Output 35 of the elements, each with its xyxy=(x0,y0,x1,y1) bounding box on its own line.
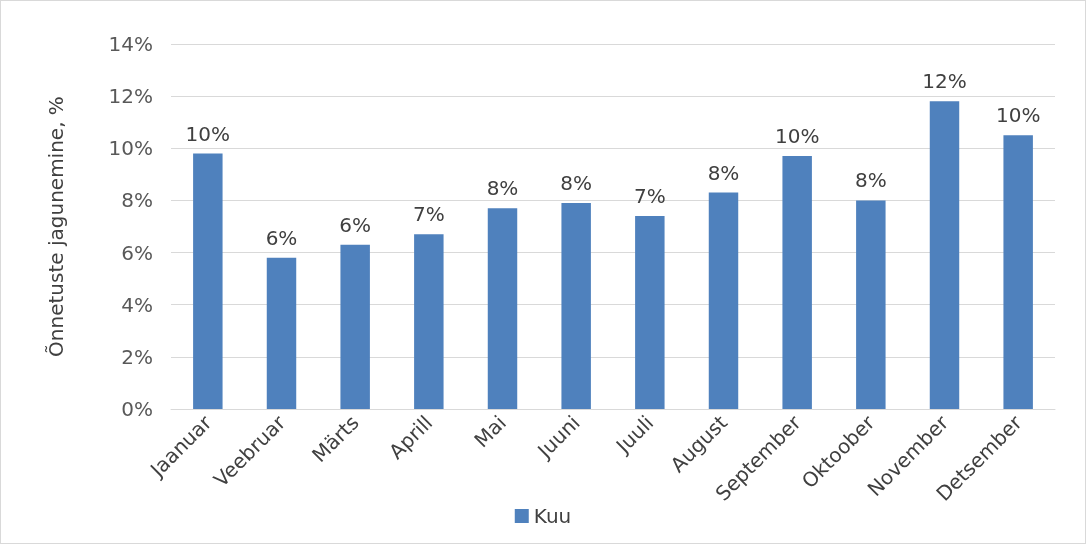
y-tick-label: 10% xyxy=(108,136,153,161)
data-label: 6% xyxy=(339,212,372,237)
data-label: 8% xyxy=(560,171,593,196)
bar xyxy=(782,156,812,409)
bar xyxy=(929,101,960,409)
data-label: 12% xyxy=(922,69,967,94)
y-tick-label: 0% xyxy=(121,397,153,421)
bar xyxy=(414,234,444,409)
y-tick-label: 4% xyxy=(121,292,153,317)
legend-label: Kuu xyxy=(533,504,572,528)
y-axis-title: Õnnetuste jagunemine, % xyxy=(44,96,68,357)
data-label: 10% xyxy=(185,121,231,146)
y-tick-label: 12% xyxy=(108,84,153,109)
bar xyxy=(266,257,297,409)
bar xyxy=(340,244,370,409)
bar xyxy=(708,192,739,409)
bar xyxy=(561,203,591,409)
data-label: 10% xyxy=(995,103,1041,128)
data-label: 8% xyxy=(854,168,887,193)
data-label: 10% xyxy=(774,124,820,149)
bar xyxy=(1003,135,1033,409)
data-label: 7% xyxy=(412,202,445,227)
data-label: 6% xyxy=(265,225,298,250)
x-tick-label: Mai xyxy=(469,410,511,453)
y-tick-label: 8% xyxy=(121,188,153,213)
bar xyxy=(193,153,223,409)
bar xyxy=(856,200,886,409)
y-tick-label: 6% xyxy=(121,240,153,265)
y-tick-label: 14% xyxy=(108,32,153,56)
data-label: 8% xyxy=(707,160,740,185)
data-label: 7% xyxy=(633,184,666,209)
data-label: 8% xyxy=(486,176,519,201)
bar xyxy=(487,208,518,409)
y-tick-label: 2% xyxy=(121,344,153,369)
bar xyxy=(635,216,665,409)
